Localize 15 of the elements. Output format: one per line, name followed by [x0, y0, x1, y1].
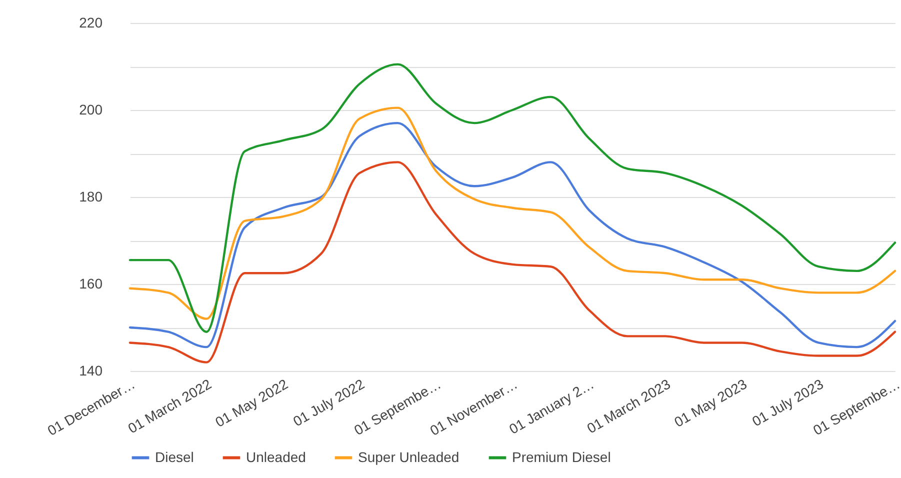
line-series	[128, 63, 896, 333]
y-tick-label: 220	[79, 14, 103, 30]
line-series	[128, 122, 896, 348]
legend-label: Super Unleaded	[358, 448, 460, 465]
line-series	[128, 161, 896, 364]
y-tick-label: 200	[79, 102, 103, 118]
x-tick-label: 01 May 2023	[671, 376, 750, 430]
y-tick-label: 140	[79, 362, 103, 378]
legend-label: Unleaded	[246, 448, 306, 465]
line-series	[128, 106, 896, 320]
x-tick-label: 01 May 2022	[212, 376, 291, 430]
legend-label: Diesel	[155, 448, 194, 465]
y-tick-label: 160	[79, 276, 103, 292]
legend-label: Premium Diesel	[512, 448, 611, 465]
y-tick-label: 180	[79, 188, 103, 204]
